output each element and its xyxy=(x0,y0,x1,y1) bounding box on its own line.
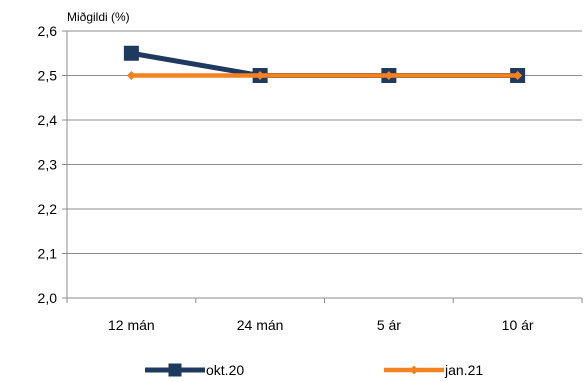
y-tick-label: 2,5 xyxy=(38,68,58,84)
legend-label: okt.20 xyxy=(206,362,244,378)
legend: okt.20 jan.21 xyxy=(145,362,483,378)
x-tick-labels: 12 mán 24 mán 5 ár 10 ár xyxy=(108,317,534,333)
gridlines xyxy=(67,30,582,254)
data-point xyxy=(255,71,265,80)
y-tick-label: 2,6 xyxy=(38,23,58,39)
series-line xyxy=(130,50,518,78)
y-tick-label: 2,4 xyxy=(38,112,58,128)
data-point xyxy=(513,71,523,80)
y-tick-label: 2,0 xyxy=(38,290,58,306)
y-tick-label: 2,1 xyxy=(38,246,58,262)
series xyxy=(123,45,526,83)
data-point xyxy=(384,71,394,80)
legend-item: okt.20 xyxy=(145,362,244,378)
y-tick-label: 2,3 xyxy=(38,157,58,173)
data-point xyxy=(126,71,136,80)
legend-label: jan.21 xyxy=(444,362,483,378)
x-tick-label: 5 ár xyxy=(377,317,401,333)
axes xyxy=(62,30,583,303)
y-tick-labels: 2,0 2,1 2,2 2,3 2,4 2,5 2,6 xyxy=(38,23,58,306)
series-2 xyxy=(126,71,523,80)
data-point xyxy=(123,45,139,61)
legend-marker xyxy=(409,365,419,375)
legend-marker xyxy=(168,363,182,377)
y-axis-unit-label: Miðgildi (%) xyxy=(67,10,130,24)
x-tick-label: 12 mán xyxy=(108,317,155,333)
legend-item: jan.21 xyxy=(384,362,483,378)
x-tick-label: 10 ár xyxy=(502,317,534,333)
x-tick-label: 24 mán xyxy=(237,317,284,333)
y-tick-label: 2,2 xyxy=(38,201,58,217)
